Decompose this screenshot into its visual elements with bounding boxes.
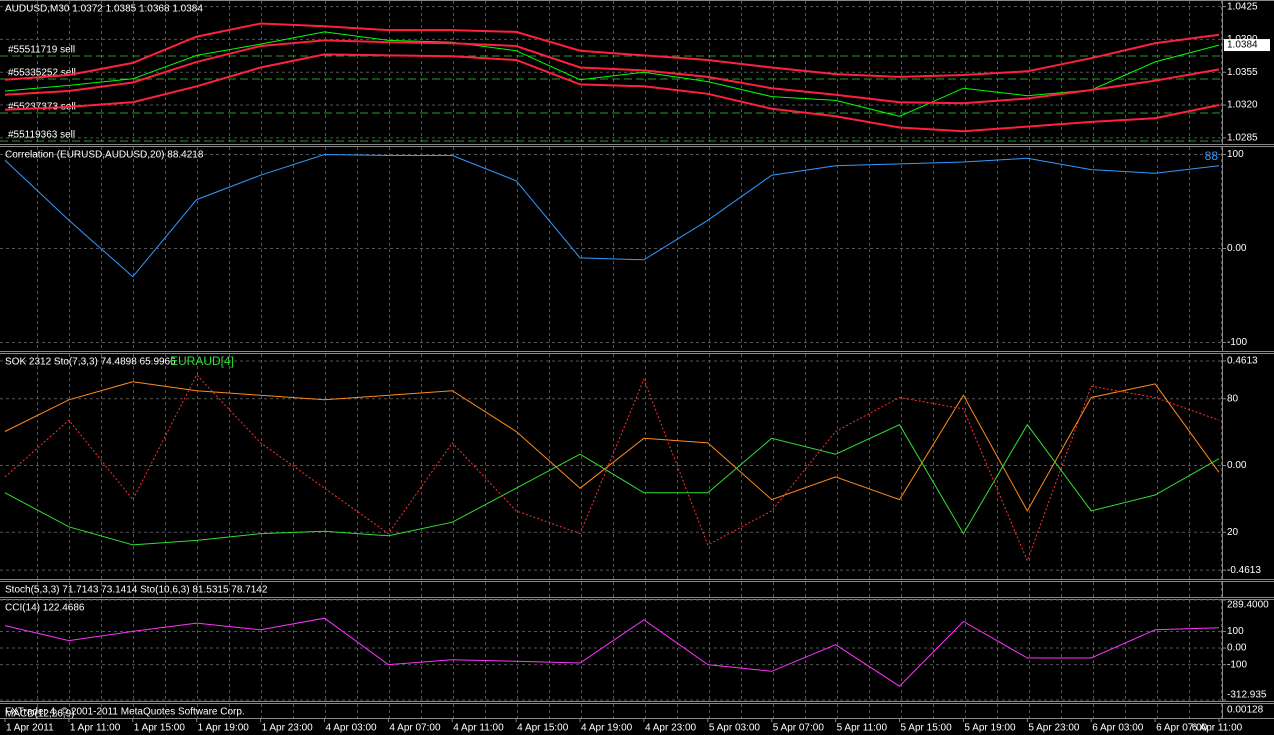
order-label: #55335252 sell: [8, 68, 76, 79]
time-label: 4 Apr 15:00: [517, 723, 569, 734]
y-tick-label: 0.00: [1227, 243, 1247, 254]
time-label: 1 Apr 11:00: [70, 723, 121, 734]
time-label: 4 Apr 19:00: [581, 723, 633, 734]
y-tick-label: -0.4613: [1227, 565, 1261, 576]
time-label: 5 Apr 23:00: [1028, 723, 1080, 734]
time-label: 1 Apr 23:00: [262, 723, 314, 734]
price-tag-label: 1.0384: [1227, 40, 1258, 51]
pane-title: SOK 2312 Sto(7,3,3) 74.4898 65.9966: [5, 357, 176, 368]
pane-title: Correlation (EURUSD,AUDUSD,20) 88.4218: [5, 150, 204, 161]
indicator-line: [4, 381, 1220, 512]
time-label: 6 Apr 07:00: [1156, 723, 1208, 734]
time-label: 1 Apr 15:00: [134, 723, 186, 734]
y-tick-label: 289.4000: [1227, 600, 1269, 611]
indicator-line: [4, 53, 1220, 133]
time-label: 4 Apr 23:00: [645, 723, 697, 734]
pane-title: FXTrader 4, © 2001-2011 MetaQuotes Softw…: [5, 707, 245, 718]
indicator-line: [4, 22, 1220, 81]
indicator-line: [4, 617, 1220, 687]
order-label: #55511719 sell: [8, 45, 75, 56]
value-tag: 88: [1205, 149, 1219, 163]
pane-title: CCI(14) 122.4686: [5, 603, 85, 614]
order-label: #55119363 sell: [8, 130, 75, 141]
time-label: 5 Apr 19:00: [964, 723, 1016, 734]
y-tick-label: -100: [1227, 337, 1247, 348]
time-label: 1 Apr 19:00: [198, 723, 250, 734]
y-tick-label: 0.00: [1227, 460, 1247, 471]
time-label: 6 Apr 11:00: [1192, 723, 1243, 734]
price-tag: [1224, 39, 1270, 52]
y-tick-label: 0.4613: [1227, 356, 1258, 367]
y-tick-label: 20: [1227, 527, 1239, 538]
indicator-line: [4, 423, 1220, 546]
time-label: 4 Apr 11:00: [453, 723, 504, 734]
time-label: 5 Apr 07:00: [773, 723, 825, 734]
y-tick-label: 1.0425: [1227, 1, 1258, 12]
y-tick-label: 100: [1227, 626, 1244, 637]
time-label: 5 Apr 11:00: [837, 723, 888, 734]
time-label: 1 Apr 2011: [6, 723, 54, 734]
y-tick-label: 100: [1227, 149, 1244, 160]
time-label: 5 Apr 03:00: [709, 723, 761, 734]
indicator-line: [4, 153, 1220, 278]
pane-subtitle: EURAUD[4]: [170, 354, 234, 368]
y-tick-label: 1.0320: [1227, 100, 1258, 111]
time-label: 4 Apr 07:00: [389, 723, 441, 734]
y-tick-label: 1.0285: [1227, 132, 1258, 143]
indicator-line: [4, 31, 1220, 117]
pane-subtitle: MACD(12,26,9): [5, 709, 74, 720]
pane-title: Stoch(5,3,3) 71.7143 73.1414 Sto(10,6,3)…: [5, 585, 268, 596]
indicator-line: [4, 374, 1220, 563]
time-label: 6 Apr 03:00: [1092, 723, 1144, 734]
y-tick-label: 1.0355: [1227, 67, 1258, 78]
y-axis-label: 0.00128: [1227, 705, 1264, 716]
y-tick-label: -312.935: [1227, 690, 1267, 701]
time-label: 5 Apr 15:00: [901, 723, 953, 734]
indicator-line: [4, 39, 1220, 105]
y-tick-label: 80: [1227, 393, 1239, 404]
pane-title: AUDUSD,M30 1.0372 1.0385 1.0368 1.0384: [5, 4, 203, 15]
y-tick-label: -100: [1227, 659, 1247, 670]
y-tick-label: 0.00: [1227, 643, 1247, 654]
time-label: 4 Apr 03:00: [325, 723, 377, 734]
